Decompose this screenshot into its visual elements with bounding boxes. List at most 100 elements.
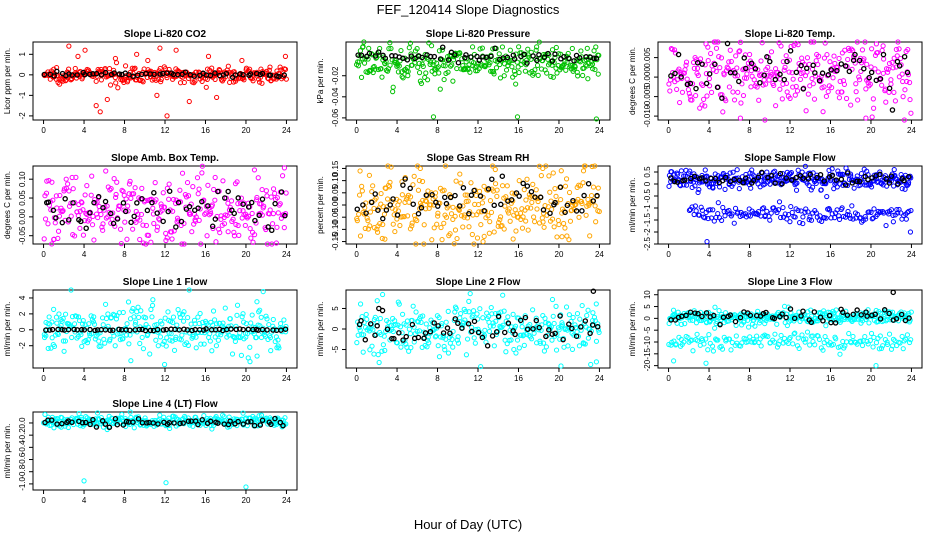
mean-point — [471, 187, 477, 194]
data-point — [563, 304, 570, 310]
data-point — [579, 302, 585, 309]
data-point — [886, 331, 893, 337]
mean-point — [252, 217, 258, 224]
outlier-point — [559, 234, 565, 240]
data-point — [593, 338, 600, 344]
data-point — [120, 309, 126, 316]
data-point — [215, 337, 221, 343]
x-tick-label: 16 — [826, 126, 835, 135]
mean-point — [857, 178, 863, 185]
mean-point — [150, 420, 156, 426]
y-tick-label: -0.10 — [331, 220, 340, 239]
data-point — [569, 207, 575, 213]
mean-point — [108, 210, 114, 217]
data-point — [908, 337, 914, 343]
mean-point — [376, 305, 382, 312]
data-point — [881, 56, 887, 62]
y-tick-label: 0.5 — [643, 166, 652, 178]
mean-point — [485, 186, 492, 192]
data-point — [550, 74, 556, 80]
data-point — [279, 173, 286, 179]
data-point — [499, 44, 506, 50]
data-point — [732, 73, 738, 79]
outlier-point — [254, 353, 260, 359]
mean-point — [431, 320, 437, 326]
mean-point — [134, 200, 140, 206]
y-tick-label: 0.05 — [18, 190, 27, 206]
data-point — [277, 64, 283, 70]
data-point — [793, 187, 800, 193]
data-point — [138, 211, 145, 218]
data-point — [259, 80, 265, 86]
mean-point — [209, 223, 216, 230]
mean-point — [763, 309, 769, 316]
data-point — [908, 207, 914, 214]
data-point — [120, 336, 126, 342]
data-point — [899, 71, 905, 77]
mean-point — [358, 317, 364, 324]
data-point — [227, 316, 233, 322]
y-tick-label: -0.05 — [18, 226, 27, 245]
data-point — [503, 67, 510, 73]
mean-point — [902, 317, 909, 324]
mean-point — [87, 326, 93, 333]
mean-point — [82, 419, 89, 426]
data-point — [691, 65, 697, 71]
data-point — [174, 322, 180, 328]
data-point — [113, 194, 119, 201]
data-point — [442, 347, 448, 353]
x-tick-label: 0 — [666, 374, 671, 383]
data-point — [516, 178, 522, 184]
data-point — [458, 310, 464, 317]
data-point — [833, 307, 839, 313]
x-tick-label: 8 — [435, 250, 440, 259]
data-point — [130, 305, 136, 312]
y-axis-label: ml/min per min. — [628, 178, 637, 233]
data-point — [428, 202, 434, 208]
data-point — [71, 321, 78, 327]
data-point — [513, 350, 519, 356]
data-point — [139, 78, 145, 84]
mean-point — [761, 72, 768, 78]
mean-point — [107, 327, 113, 334]
mean-point — [791, 315, 798, 322]
data-point — [105, 311, 111, 317]
data-point — [708, 50, 714, 57]
data-point — [354, 340, 360, 346]
mean-point — [227, 418, 233, 425]
data-point — [864, 61, 870, 67]
x-tick-label: 0 — [354, 250, 359, 259]
mean-point — [87, 71, 93, 78]
mean-point — [695, 310, 701, 317]
data-point — [716, 308, 722, 314]
data-point — [398, 344, 404, 350]
data-point — [746, 324, 752, 330]
mean-point — [466, 210, 472, 217]
data-point — [899, 333, 905, 340]
data-point — [95, 214, 101, 221]
data-point — [120, 188, 126, 194]
mean-point — [69, 419, 75, 426]
mean-point — [750, 177, 757, 184]
mean-point — [272, 200, 278, 207]
data-point — [530, 307, 536, 313]
mean-point — [130, 73, 136, 80]
data-point — [693, 93, 699, 99]
x-tick-label: 8 — [122, 496, 127, 505]
data-point — [88, 192, 94, 198]
data-point — [829, 211, 835, 217]
data-point — [70, 186, 76, 192]
data-point — [181, 241, 187, 247]
data-point — [179, 241, 185, 247]
mean-point — [452, 192, 458, 199]
mean-point — [508, 197, 515, 203]
mean-point — [864, 313, 870, 319]
x-tick-label: 0 — [354, 126, 359, 135]
data-point — [859, 342, 866, 349]
mean-point — [144, 420, 150, 426]
data-point — [470, 60, 477, 66]
data-point — [219, 412, 226, 418]
y-tick-label: -0.6 — [18, 452, 27, 466]
data-point — [884, 341, 891, 347]
